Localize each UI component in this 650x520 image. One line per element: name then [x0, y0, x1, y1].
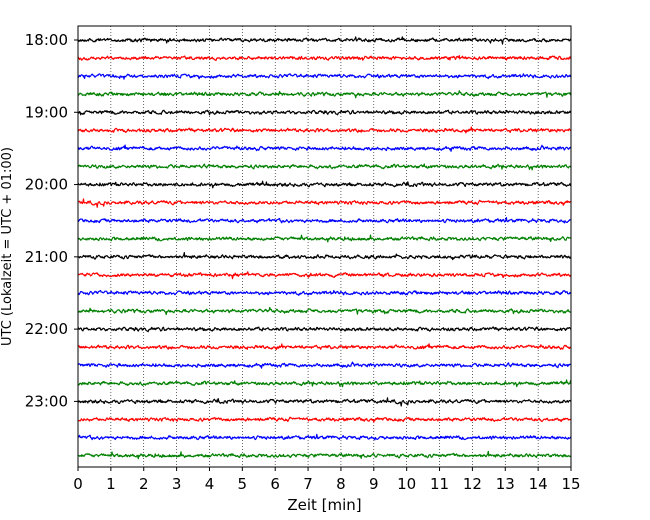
x-axis-label: Zeit [min] — [287, 496, 361, 514]
x-tick-label: 10 — [397, 475, 416, 493]
x-tick-label: 13 — [496, 475, 515, 493]
seismic-trace — [77, 163, 572, 171]
y-axis-ticks: 18:00 19:00 20:00 21:00 22:00 23:00 — [25, 31, 78, 410]
seismic-trace — [77, 416, 572, 423]
seismic-trace — [77, 397, 572, 407]
y-tick-label: 22:00 — [25, 320, 68, 338]
y-tick-label: 18:00 — [25, 31, 68, 49]
x-tick-label: 4 — [205, 475, 215, 493]
x-tick-label: 12 — [463, 475, 482, 493]
x-tick-label: 8 — [336, 475, 346, 493]
seismic-trace — [77, 126, 572, 134]
seismic-trace — [77, 144, 572, 152]
y-tick-label: 20:00 — [25, 176, 68, 194]
plot-frame — [77, 25, 572, 468]
seismic-trace — [77, 306, 572, 316]
x-tick-label: 11 — [430, 475, 449, 493]
seismic-trace — [77, 450, 572, 460]
seismic-trace — [77, 361, 572, 369]
x-tick-label: 0 — [73, 475, 83, 493]
seismic-traces — [77, 36, 572, 460]
x-tick-label: 9 — [369, 475, 379, 493]
seismic-trace — [77, 379, 572, 388]
seismic-trace — [77, 90, 572, 99]
seismic-trace — [77, 343, 572, 351]
x-tick-label: 1 — [106, 475, 116, 493]
seismic-trace — [77, 36, 572, 45]
x-axis-ticks: 0 1 2 3 4 5 6 7 8 9 10 11 12 13 14 15 — [73, 467, 581, 493]
seismic-trace — [77, 109, 572, 116]
x-tick-label: 15 — [561, 475, 580, 493]
seismic-trace — [77, 289, 572, 296]
x-tick-label: 5 — [238, 475, 248, 493]
seismic-trace — [77, 252, 572, 261]
seismic-trace — [77, 180, 572, 189]
seismic-trace — [77, 271, 572, 280]
y-tick-label: 21:00 — [25, 248, 68, 266]
seismic-trace — [77, 54, 572, 62]
x-tick-label: 2 — [139, 475, 149, 493]
seismic-trace — [77, 234, 572, 243]
x-tick-label: 6 — [270, 475, 280, 493]
x-tick-label: 3 — [172, 475, 182, 493]
seismic-trace — [77, 198, 572, 208]
y-axis-label: UTC (Lokalzeit = UTC + 01:00) — [0, 147, 15, 346]
seismic-trace — [77, 73, 572, 80]
seismic-trace — [77, 217, 572, 224]
seismic-trace — [77, 433, 572, 441]
y-tick-label: 19:00 — [25, 103, 68, 121]
x-tick-label: 14 — [529, 475, 548, 493]
seismic-trace — [77, 326, 572, 333]
x-tick-label: 7 — [303, 475, 313, 493]
y-tick-label: 23:00 — [25, 392, 68, 410]
